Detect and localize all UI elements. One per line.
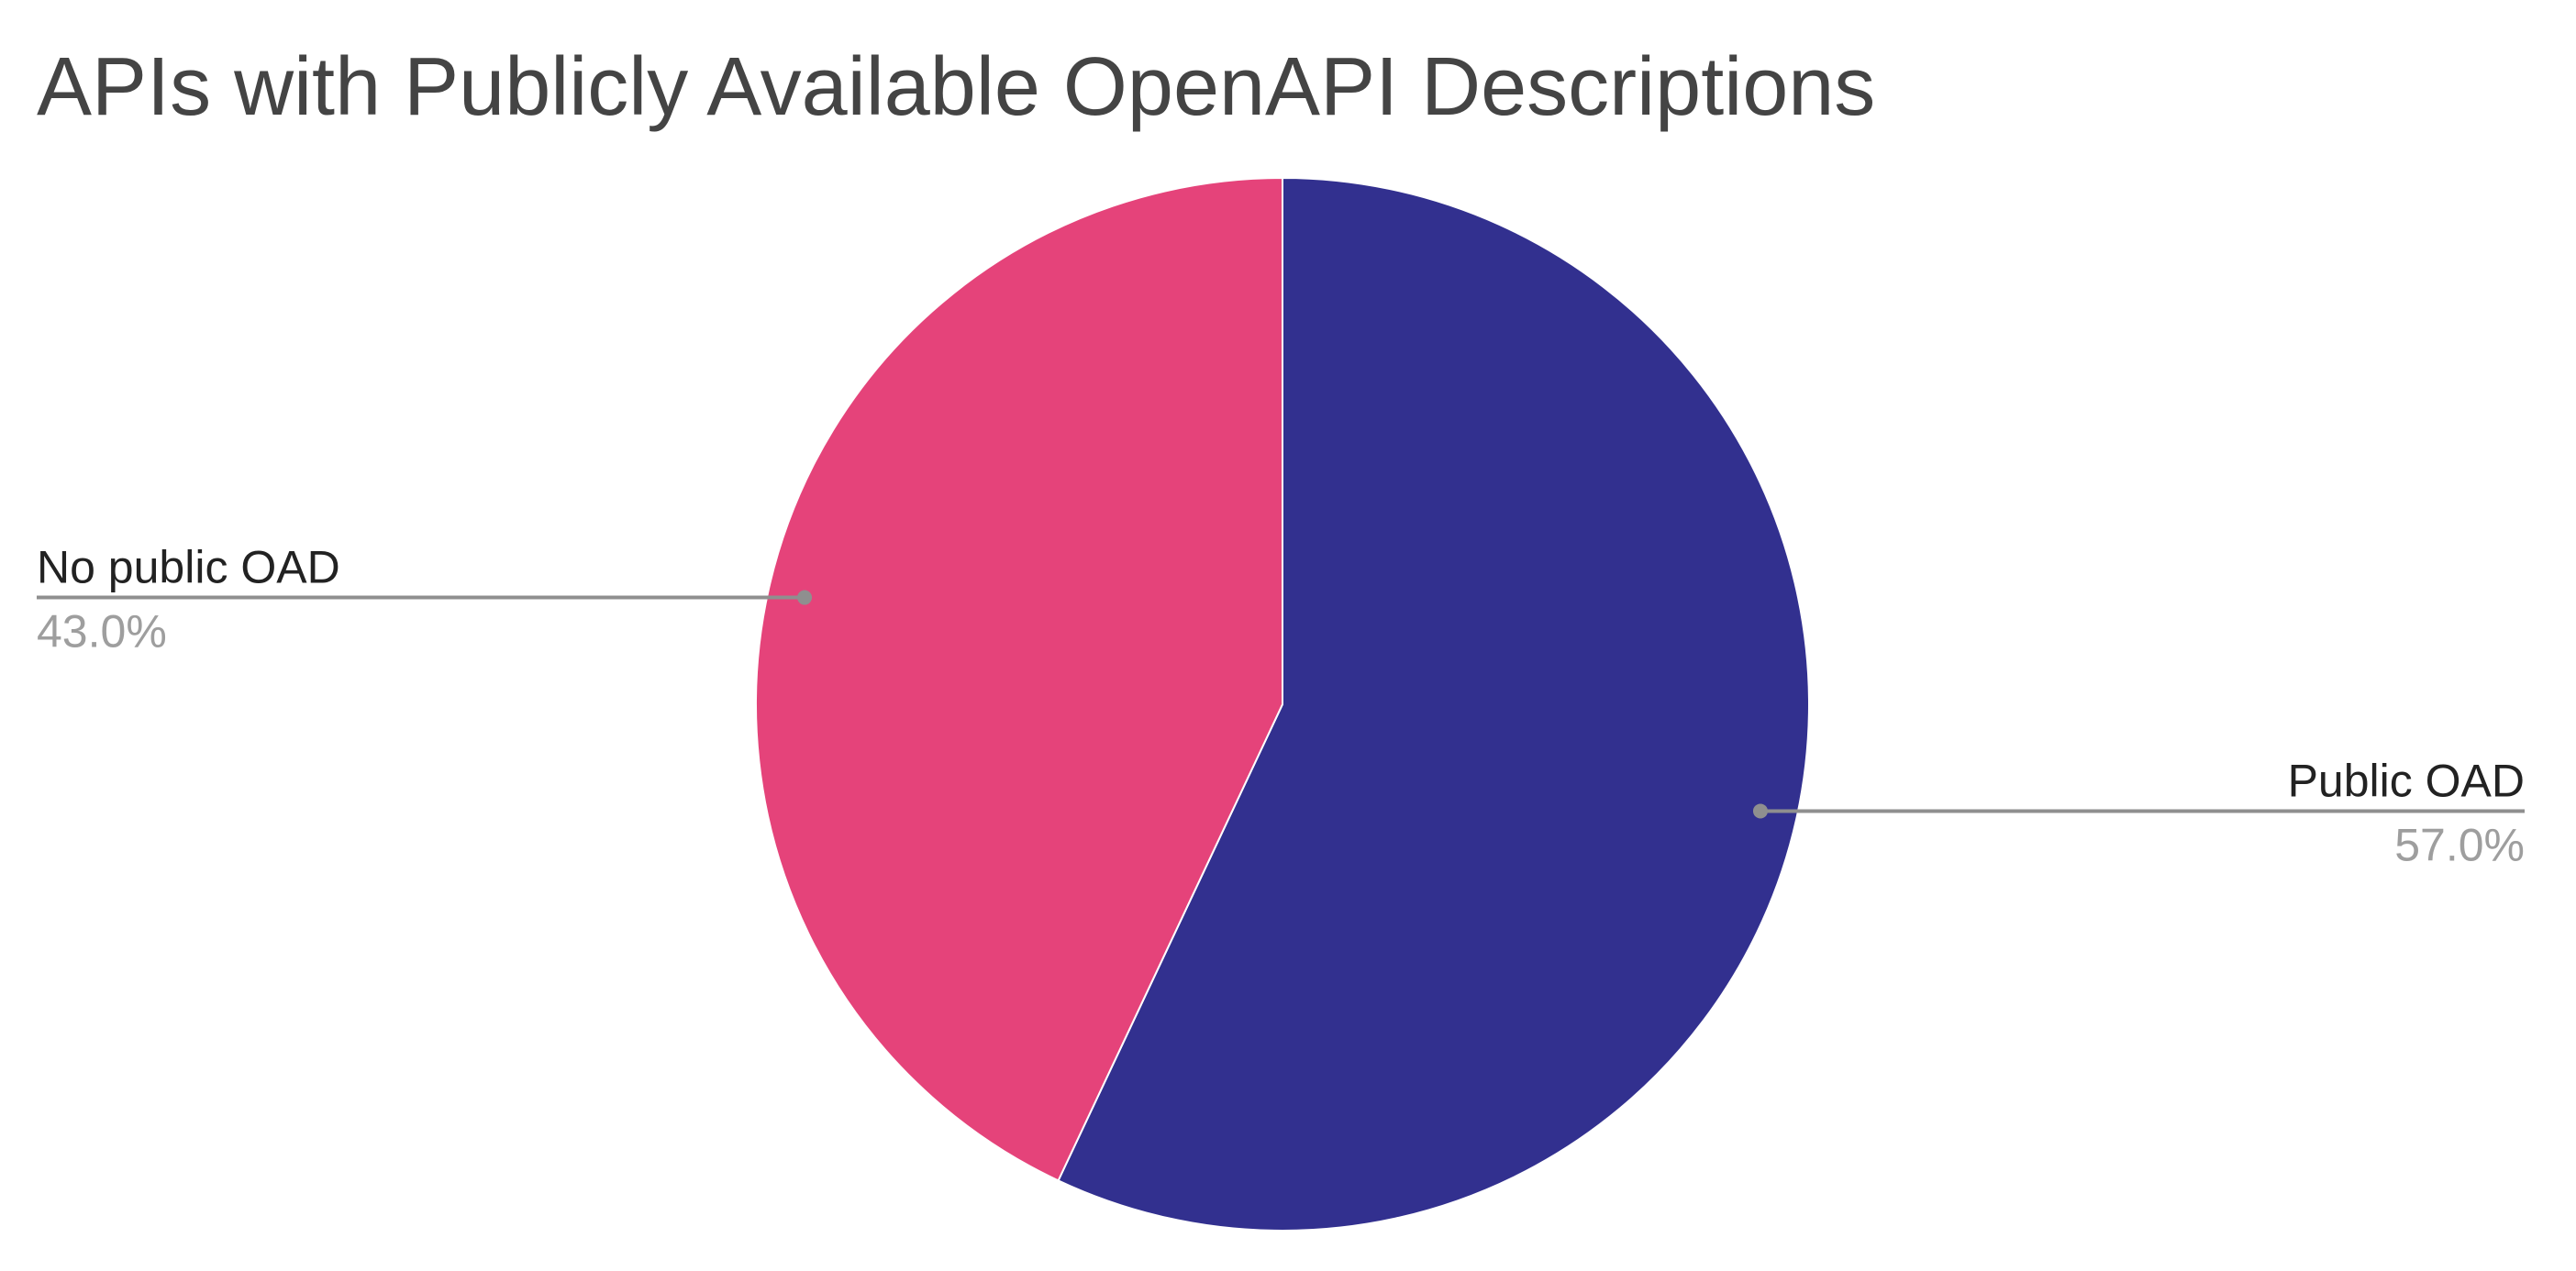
- slice-label-no-public-oad: No public OAD: [37, 542, 340, 593]
- slice-label-public-oad: Public OAD: [2288, 755, 2525, 806]
- pie-slices: [755, 176, 1810, 1232]
- leader-dot-public-oad: [1752, 803, 1768, 819]
- pie-labels: Public OAD 57.0% No public OAD 43.0%: [37, 542, 2525, 870]
- pie-slice-no-public-oad[interactable]: [755, 176, 1283, 1182]
- slice-value-no-public-oad: 43.0%: [37, 606, 167, 658]
- chart-title: APIs with Publicly Available OpenAPI Des…: [37, 41, 1875, 133]
- pie-slice-public-oad[interactable]: [1057, 176, 1810, 1232]
- leader-dot-no-public-oad: [797, 590, 813, 605]
- slice-value-public-oad: 57.0%: [2394, 819, 2525, 870]
